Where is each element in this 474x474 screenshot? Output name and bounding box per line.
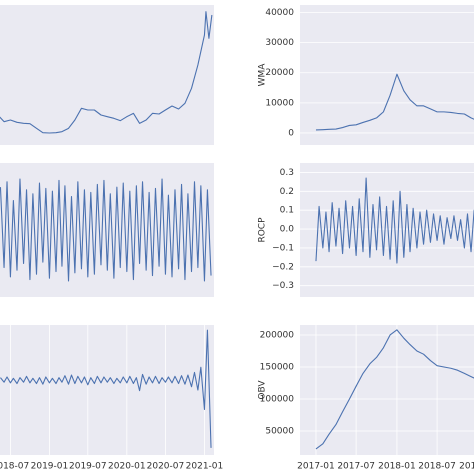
data-line [315, 177, 474, 264]
x-tick-label: 2020-07 [147, 462, 185, 472]
y-tick-label: 0 [288, 128, 294, 138]
y-tick-label: 150000 [260, 362, 295, 372]
y-tick-label: 50000 [265, 426, 294, 436]
panel: 2018-072019-012019-072020-012020-072021-… [0, 325, 223, 472]
data-line [0, 178, 212, 282]
plot-background [300, 325, 474, 455]
data-line [315, 329, 474, 450]
plot-background [0, 325, 214, 455]
data-line [315, 73, 474, 131]
x-tick-label: 2018-01 [378, 462, 416, 472]
y-tick-label: 20000 [265, 68, 294, 78]
x-tick-label: 2017-07 [337, 462, 375, 472]
y-tick-label: 100000 [260, 394, 295, 404]
x-tick-label: 2018-07 [418, 462, 456, 472]
x-tick-label: 2019-07 [69, 462, 107, 472]
y-axis-label: WMA [258, 63, 268, 87]
y-tick-label: 0.1 [280, 206, 294, 216]
x-tick-label: 2020-01 [108, 462, 146, 472]
y-tick-label: −0.2 [272, 262, 294, 272]
plot-background [300, 163, 474, 297]
panel [0, 163, 214, 297]
y-tick-label: 40000 [265, 8, 294, 18]
panel: 0.3 0.2 0.1 0.0 −0.1 −0.2 −0.3 ROCP [258, 163, 474, 297]
x-tick-label: 2019-01 [459, 462, 474, 472]
y-tick-label: 0.3 [280, 168, 294, 178]
y-tick-label: 200000 [260, 330, 295, 340]
y-tick-label: 30000 [265, 38, 294, 48]
plot-background [300, 5, 474, 145]
y-tick-label: −0.1 [272, 243, 294, 253]
x-tick-label: 2017-01 [297, 462, 335, 472]
panel: 0 10000 20000 30000 40000 WMA [258, 5, 474, 145]
y-tick-label: 10000 [265, 98, 294, 108]
panel [0, 5, 214, 145]
plot-background [0, 5, 214, 145]
y-tick-label: −0.3 [272, 281, 294, 291]
x-tick-label: 2021-01 [186, 462, 224, 472]
data-line [0, 11, 213, 134]
y-axis-label: ROCP [258, 217, 268, 243]
y-tick-label: 0.0 [280, 225, 295, 235]
x-tick-label: 2018-07 [0, 462, 29, 472]
plot-background [0, 163, 214, 297]
y-tick-label: 0.2 [280, 187, 294, 197]
data-line [0, 329, 212, 448]
y-axis-label: OBV [258, 380, 268, 400]
x-tick-label: 2019-01 [31, 462, 69, 472]
